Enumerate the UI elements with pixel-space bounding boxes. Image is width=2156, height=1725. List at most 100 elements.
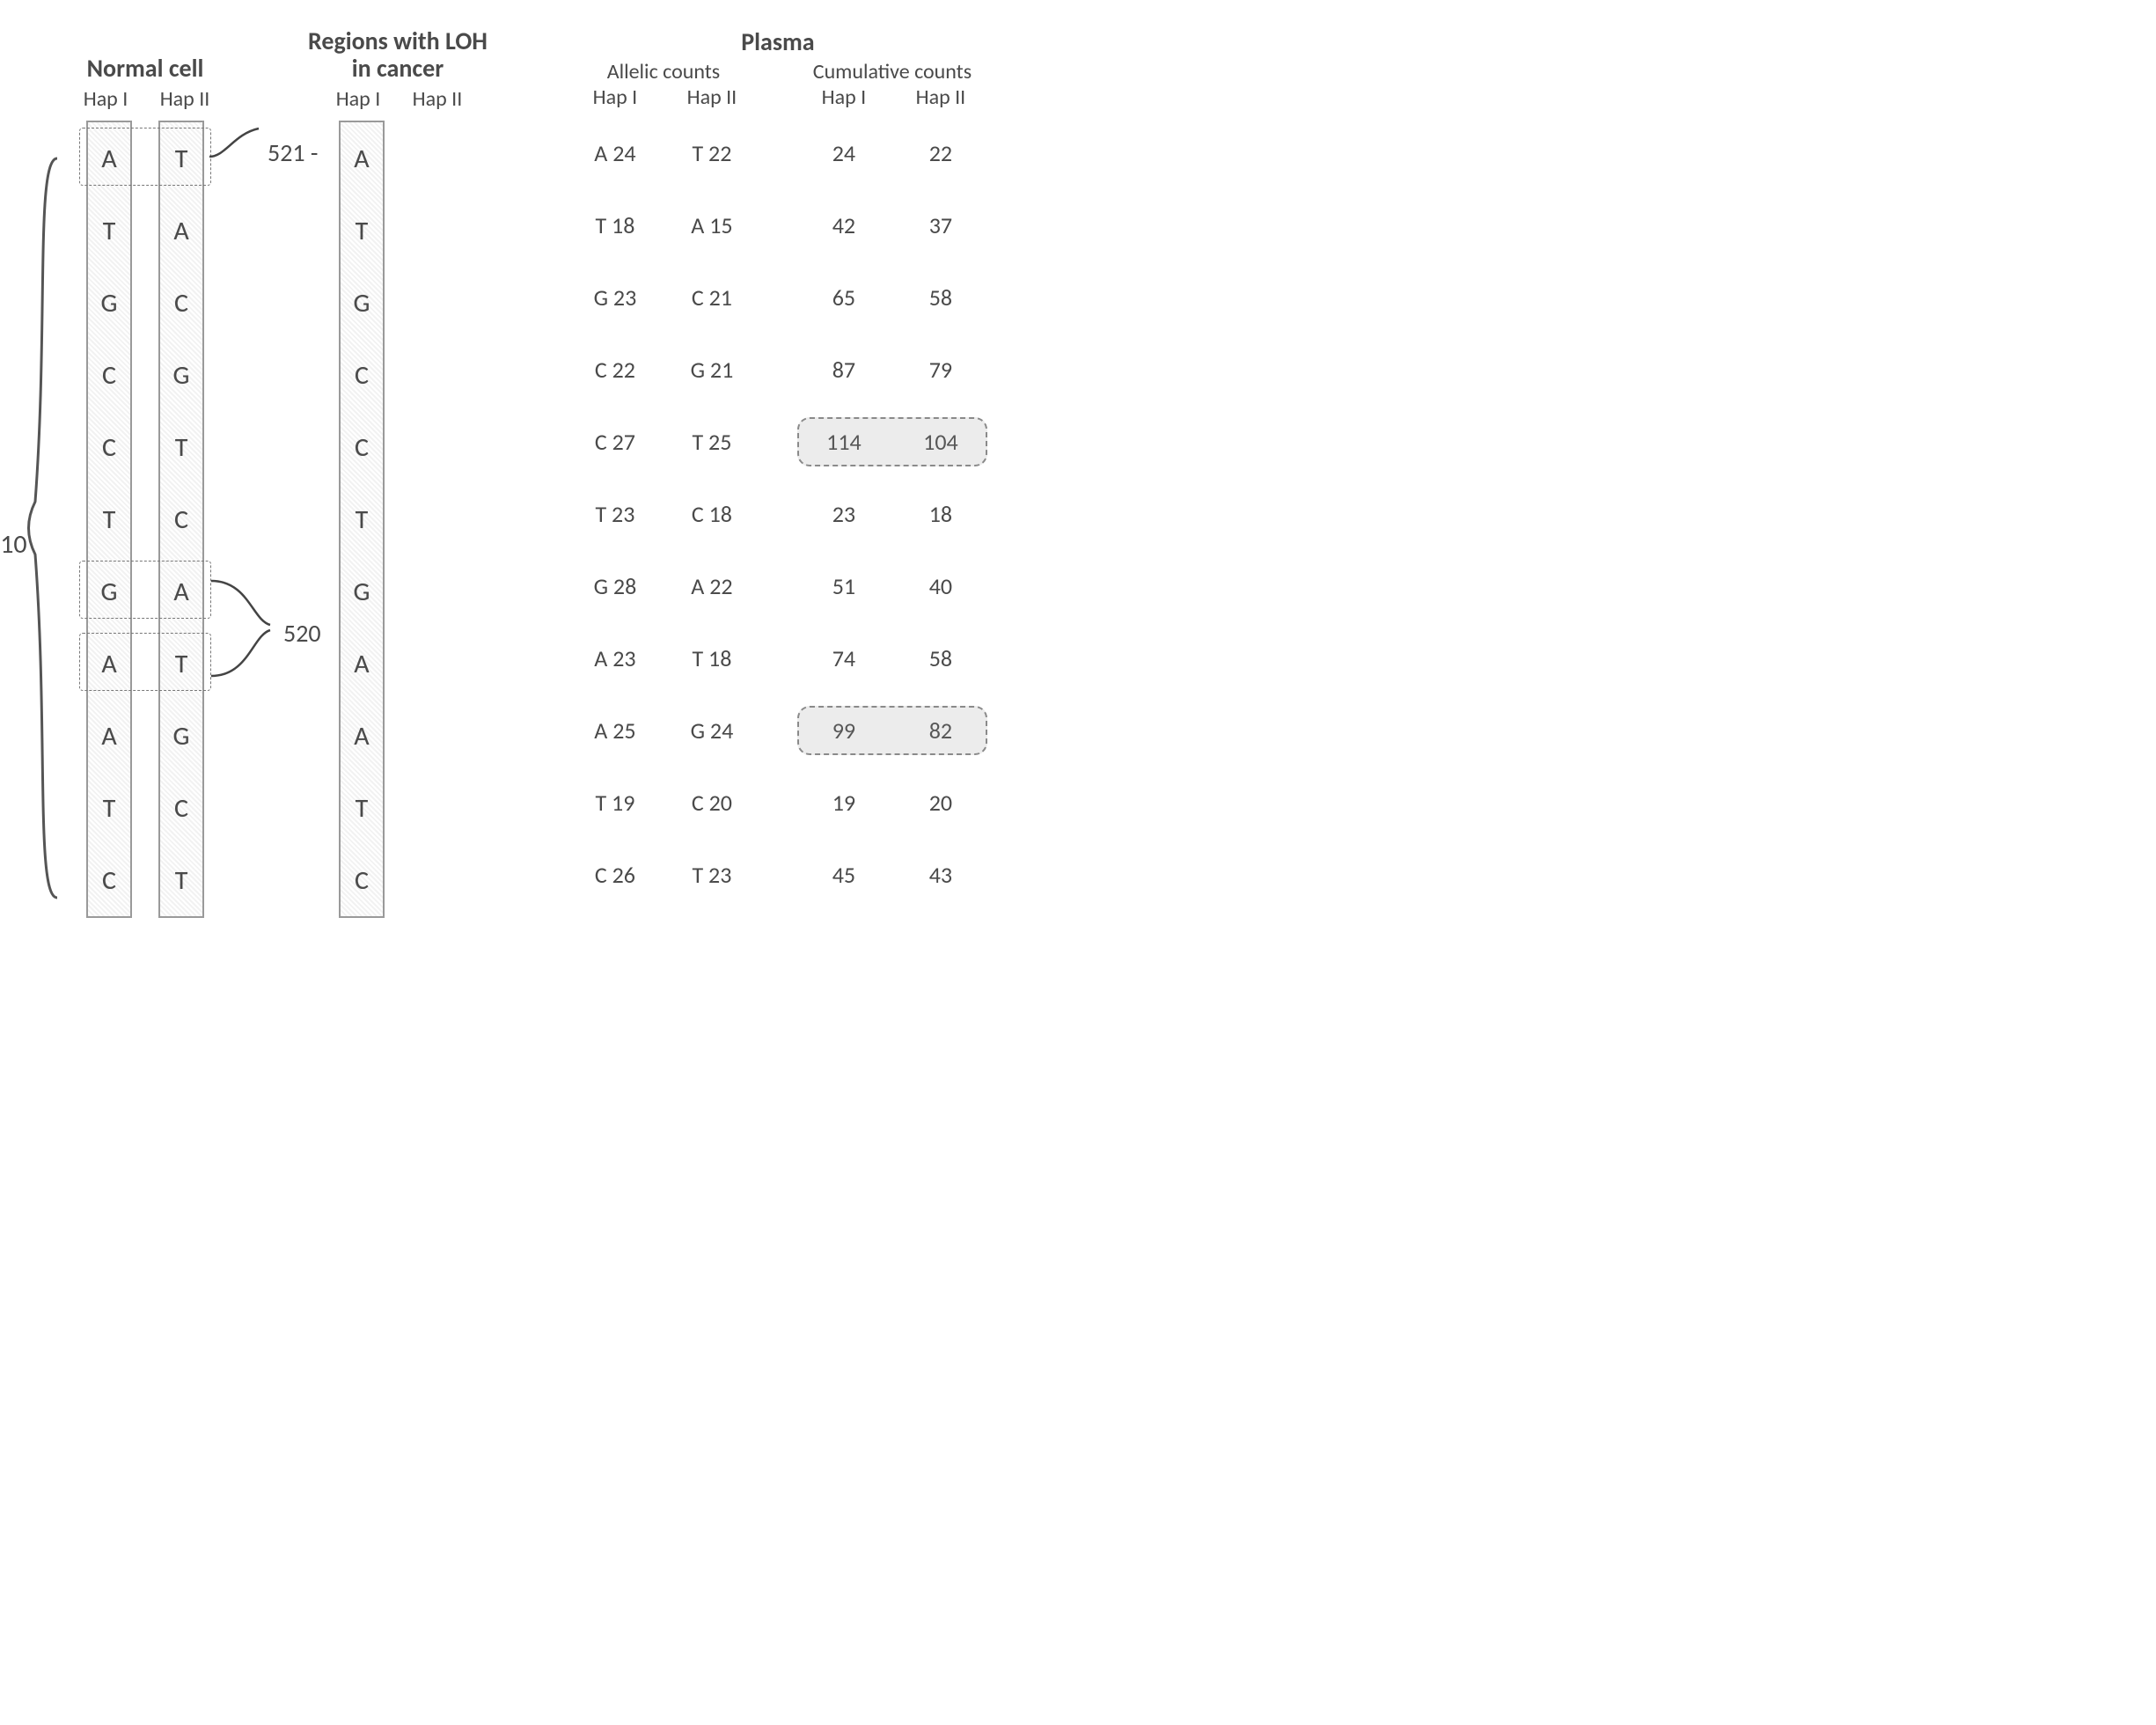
haplotype-base-cell: T <box>88 483 130 555</box>
leader-521 <box>208 123 269 176</box>
plasma-row: 23 18 <box>804 478 980 550</box>
allelic-counts-table: A 24T 22T 18A 15G 23C 21C 22G 21C 27T 25… <box>576 117 752 911</box>
plasma-cell: T 23 <box>672 861 752 889</box>
plasma-cell: T 19 <box>576 789 655 817</box>
haplotype-base-cell: A <box>88 700 130 772</box>
plasma-cell: 99 <box>804 716 884 745</box>
plasma-row: T 23 C 18 <box>576 478 752 550</box>
haplotype-base-cell: C <box>160 772 202 844</box>
plasma-cell: 18 <box>901 500 980 528</box>
plasma-row: 9982 <box>804 694 980 767</box>
haplotype-base-cell: G <box>341 555 383 628</box>
haplotype-base-cell: T <box>88 195 130 267</box>
plasma-cell: C 26 <box>576 861 655 889</box>
haplotype-base-cell: C <box>341 844 383 916</box>
haplotype-base-cell: T <box>341 772 383 844</box>
loh-hapII-column-empty <box>411 121 457 918</box>
haplotype-base-cell: T <box>160 411 202 483</box>
plasma-row: C 27T 25 <box>576 406 752 478</box>
plasma-cell: A 15 <box>672 211 752 239</box>
plasma-cell: 42 <box>804 211 884 239</box>
plasma-row: 1920 <box>804 767 980 839</box>
plasma-cell: A 22 <box>672 572 752 600</box>
plasma-row: A 24 T 22 <box>576 117 752 189</box>
plasma-row: 114104 <box>804 406 980 478</box>
plasma-cell: C 22 <box>576 356 655 384</box>
plasma-cell: 74 <box>804 644 884 672</box>
haplotype-base-cell: T <box>341 195 383 267</box>
plasma-cell: 58 <box>901 283 980 312</box>
haplotype-base-cell: A <box>341 122 383 195</box>
plasma-cell: T 22 <box>672 139 752 167</box>
plasma-row: C 26 T 23 <box>576 839 752 911</box>
plasma-row: C 22G 21 <box>576 334 752 406</box>
plasma-cell: 40 <box>901 572 980 600</box>
section-normal-cell: Normal cell Hap I Hap II ATGCCTGAATC TAC… <box>79 26 211 918</box>
plasma-row: 42 37 <box>804 189 980 261</box>
haplotype-base-cell: C <box>341 411 383 483</box>
haplotype-base-cell: C <box>88 844 130 916</box>
curly-brace-icon <box>22 150 66 907</box>
haplotype-base-cell: C <box>160 483 202 555</box>
plasma-cell: G 28 <box>576 572 655 600</box>
leader-520 <box>204 572 283 695</box>
subtitle-cumulative: Cumulative counts <box>813 59 972 84</box>
hap1-label: Hap I <box>576 84 655 110</box>
plasma-cell: C 20 <box>672 789 752 817</box>
normal-haplotype-columns: ATGCCTGAATC TACGTCATGCT <box>86 121 204 918</box>
subtitle-allelic: Allelic counts <box>607 59 720 84</box>
plasma-cell: 20 <box>901 789 980 817</box>
haplotype-base-cell: T <box>88 772 130 844</box>
haplotype-base-cell: A <box>341 700 383 772</box>
plasma-row: T 19 C 20 <box>576 767 752 839</box>
plasma-row: 4543 <box>804 839 980 911</box>
hap1-label: Hap I <box>79 86 132 112</box>
plasma-cell: 24 <box>804 139 884 167</box>
hap2-label: Hap II <box>411 86 464 112</box>
cumulative-counts-table: 2422423765588779114104231851407458998219… <box>804 117 980 911</box>
plasma-cell: G 23 <box>576 283 655 312</box>
plasma-row: A 23T 18 <box>576 622 752 694</box>
haplotype-base-cell: G <box>341 267 383 339</box>
plasma-row: T 18A 15 <box>576 189 752 261</box>
haplotype-base-cell: A <box>88 122 130 195</box>
plasma-row: 87 79 <box>804 334 980 406</box>
normal-hapI-column: ATGCCTGAATC <box>86 121 132 918</box>
haplotype-base-cell: A <box>160 195 202 267</box>
plasma-cell: T 18 <box>672 644 752 672</box>
figure-root: 510 Normal cell Hap I Hap II ATGCCTGAATC… <box>18 26 2138 924</box>
hap1-label: Hap I <box>804 84 884 110</box>
region-brace: 510 <box>18 26 70 924</box>
plasma-cell: 23 <box>804 500 884 528</box>
subhead-loh: Hap I Hap II <box>332 86 464 112</box>
plasma-cell: 37 <box>901 211 980 239</box>
plasma-row: 2422 <box>804 117 980 189</box>
haplotype-base-cell: T <box>160 844 202 916</box>
haplotype-base-cell: G <box>160 700 202 772</box>
loh-haplotype-columns: ATGCCTGAATC <box>339 121 457 918</box>
haplotype-base-cell: C <box>88 411 130 483</box>
haplotype-base-cell: T <box>160 628 202 700</box>
plasma-cell: C 21 <box>672 283 752 312</box>
plasma-cell: C 18 <box>672 500 752 528</box>
plasma-cell: 79 <box>901 356 980 384</box>
plasma-cell: A 25 <box>576 716 655 745</box>
section-loh: Regions with LOH in cancer Hap I Hap II … <box>308 26 488 918</box>
title-loh: Regions with LOH in cancer <box>308 26 488 83</box>
region-label-510: 510 <box>0 528 27 561</box>
plasma-row: G 23 C 21 <box>576 261 752 334</box>
plasma-cell: 87 <box>804 356 884 384</box>
plasma-row: 7458 <box>804 622 980 694</box>
plasma-cell: A 24 <box>576 139 655 167</box>
haplotype-base-cell: T <box>160 122 202 195</box>
plasma-cell: 51 <box>804 572 884 600</box>
plasma-cell: 19 <box>804 789 884 817</box>
plasma-row: G 28 A 22 <box>576 550 752 622</box>
plasma-cell: T 23 <box>576 500 655 528</box>
haplotype-base-cell: A <box>160 555 202 628</box>
plasma-cell: 45 <box>804 861 884 889</box>
loh-hapI-column: ATGCCTGAATC <box>339 121 385 918</box>
haplotype-base-cell: C <box>88 339 130 411</box>
normal-hapII-column: TACGTCATGCT <box>158 121 204 918</box>
haplotype-base-cell: G <box>160 339 202 411</box>
